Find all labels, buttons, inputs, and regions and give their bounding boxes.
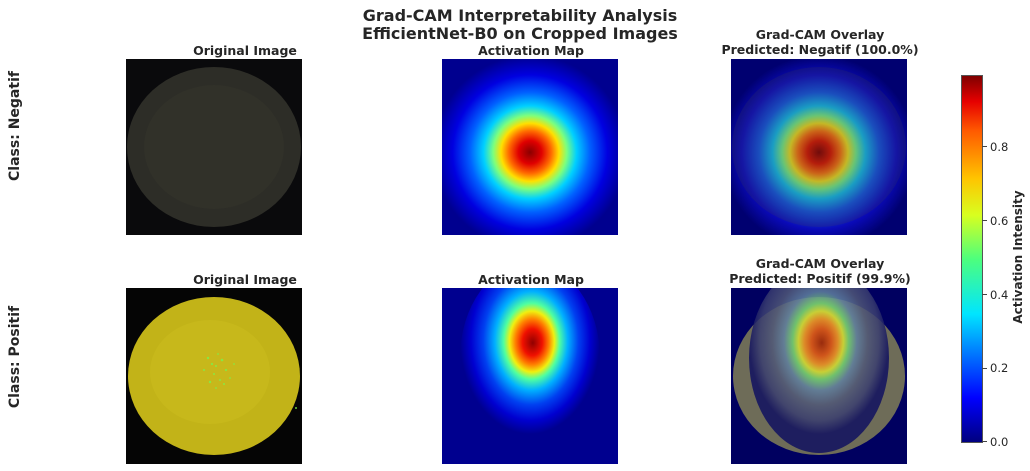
colorbar-tick <box>982 441 987 442</box>
colorbar-label: Activation Intensity <box>1011 190 1025 324</box>
panel-title-overlay-1b: Predicted: Negatif (100.0%) <box>721 42 919 57</box>
colorbar-tick-label: 0.6 <box>990 214 1009 228</box>
colorbar-tick-label: 0.8 <box>990 140 1009 154</box>
panel-title-activation-2: Activation Map <box>478 272 584 287</box>
colorbar-tick <box>982 220 987 221</box>
original-image-positif <box>126 288 302 464</box>
colorbar-tick <box>982 146 987 147</box>
figure-title-line2: EfficientNet-B0 on Cropped Images <box>362 24 678 43</box>
panel-title-overlay-1a: Grad-CAM Overlay <box>755 27 885 42</box>
colorbar <box>961 75 983 443</box>
row-label-positif: Class: Positif <box>7 305 23 409</box>
panel-title-overlay-2b: Predicted: Positif (99.9%) <box>729 271 911 286</box>
figure-title-line1: Grad-CAM Interpretability Analysis <box>362 6 678 25</box>
colorbar-tick-label: 0.4 <box>990 288 1009 302</box>
original-image-negatif <box>126 59 302 235</box>
colorbar-tick-label: 0.2 <box>990 361 1009 375</box>
activation-map-negatif <box>442 59 618 235</box>
gradcam-overlay-positif <box>731 288 907 464</box>
colorbar-tick <box>982 294 987 295</box>
colorbar-tick-label: 0.0 <box>990 435 1009 449</box>
colorbar-tick <box>982 368 987 369</box>
panel-title-original-1: Original Image <box>193 43 297 58</box>
gradcam-overlay-negatif <box>731 59 907 235</box>
row-label-negatif: Class: Negatif <box>7 71 23 181</box>
activation-map-positif <box>442 288 618 464</box>
panel-title-overlay-2a: Grad-CAM Overlay <box>755 256 885 271</box>
panel-title-activation-1: Activation Map <box>478 43 584 58</box>
panel-title-original-2: Original Image <box>193 272 297 287</box>
